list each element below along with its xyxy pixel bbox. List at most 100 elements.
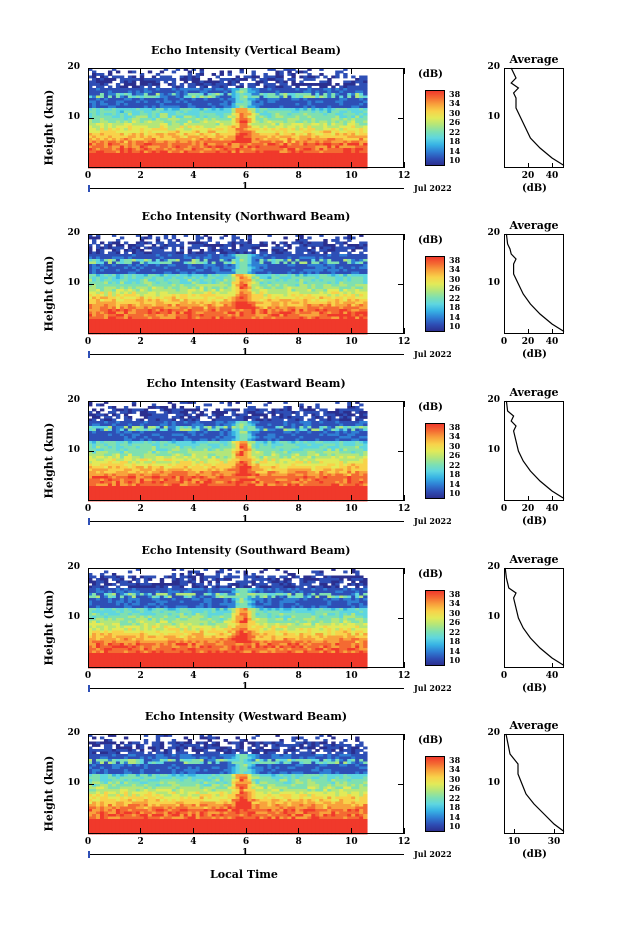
heatmap-cell (119, 110, 125, 114)
heatmap-cell (139, 88, 145, 91)
heatmap-cell (167, 160, 173, 164)
heatmap-cell (291, 68, 296, 71)
heatmap-cell (219, 331, 224, 335)
heatmap-cell (343, 309, 348, 312)
heatmap-cell (95, 331, 101, 335)
heatmap-cell (275, 314, 280, 317)
heatmap-cell (88, 304, 93, 307)
heatmap-cell (263, 294, 268, 297)
heatmap-cell (215, 254, 220, 257)
heatmap-cell (219, 95, 224, 99)
heatmap-cell (151, 331, 157, 335)
heatmap-cell (123, 135, 129, 139)
heatmap-cell (359, 85, 364, 89)
heatmap-cell (267, 271, 272, 275)
heatmap-cell (363, 153, 368, 156)
heatmap-cell (287, 321, 292, 325)
heatmap-cell (91, 254, 97, 257)
heatmap-cell (315, 93, 320, 96)
heatmap-cell (263, 103, 268, 106)
heatmap-cell (235, 80, 240, 84)
heatmap-cell (319, 286, 324, 290)
heatmap-cell (327, 249, 332, 252)
heatmap-cell (103, 274, 109, 277)
heatmap-cell (311, 259, 316, 262)
heatmap-cell (315, 269, 320, 272)
heatmap-cell (139, 90, 145, 94)
heatmap-cell (307, 135, 312, 139)
heatmap-cell (135, 88, 141, 91)
heatmap-cell (103, 311, 109, 315)
heatmap-cell (215, 145, 220, 149)
heatmap-cell (343, 93, 348, 96)
heatmap-cell (283, 291, 288, 295)
heatmap-cell (179, 88, 185, 91)
heatmap-cell (195, 138, 201, 141)
heatmap-cell (219, 274, 224, 277)
heatmap-cell (283, 130, 288, 134)
heatmap-cell (135, 329, 141, 332)
heatmap-cell (319, 93, 324, 96)
heatmap-cell (291, 296, 296, 300)
heatmap-cell (163, 145, 169, 149)
heatmap-cell (195, 93, 201, 96)
heatmap-cell (175, 284, 181, 287)
heatmap-cell (115, 291, 121, 295)
heatmap-cell (283, 158, 288, 161)
heatmap-cell (331, 130, 336, 134)
heatmap-cell (271, 148, 276, 151)
heatmap-cell (91, 105, 97, 109)
heatmap-cell (239, 140, 244, 144)
heatmap-cell (223, 321, 228, 325)
heatmap-cell (295, 271, 300, 275)
heatmap-cell (243, 261, 248, 265)
heatmap-cell (275, 274, 280, 277)
heatmap-cell (219, 329, 224, 332)
heatmap-cell (331, 321, 336, 325)
heatmap-cell (351, 128, 356, 131)
heatmap-cell (271, 264, 276, 267)
heatmap-cell (219, 246, 224, 250)
heatmap-cell (88, 259, 93, 262)
heatmap-cell (251, 73, 256, 76)
heatmap-cell (243, 251, 248, 255)
heatmap-cell (88, 165, 93, 169)
heatmap-cell (223, 234, 228, 237)
heatmap-cell (88, 311, 93, 315)
heatmap-cell (363, 148, 368, 151)
x-tick-label: 12 (397, 171, 411, 181)
heatmap-cell (315, 276, 320, 280)
heatmap-cell (215, 83, 220, 86)
heatmap-cell (319, 135, 324, 139)
heatmap-cell (323, 271, 328, 275)
heatmap-cell (191, 321, 197, 325)
heatmap-cell (291, 75, 296, 79)
heatmap-cell (351, 120, 356, 124)
heatmap-cell (271, 271, 276, 275)
heatmap-cell (147, 254, 153, 257)
heatmap-cell (307, 130, 312, 134)
heatmap-cell (243, 291, 248, 295)
heatmap-cell (243, 88, 248, 91)
heatmap-cell (143, 145, 149, 149)
heatmap-cell (203, 316, 209, 320)
heatmap-cell (115, 259, 121, 262)
heatmap-cell (95, 98, 101, 101)
heatmap-cell (347, 145, 352, 149)
heatmap-cell (171, 266, 177, 270)
heatmap-cell (335, 294, 340, 297)
heatmap-cell (235, 123, 240, 126)
heatmap-cell (303, 306, 308, 310)
heatmap-cell (88, 294, 93, 297)
heatmap-cell (271, 155, 276, 159)
heatmap-cell (231, 78, 236, 81)
heatmap-cell (359, 105, 364, 109)
heatmap-cell (187, 321, 193, 325)
heatmap-cell (115, 138, 121, 141)
heatmap-cell (355, 140, 360, 144)
heatmap-cell (295, 264, 300, 267)
heatmap-cell (279, 165, 284, 169)
heatmap-cell (363, 75, 368, 79)
heatmap-cell (171, 160, 177, 164)
heatmap-cell (123, 259, 129, 262)
